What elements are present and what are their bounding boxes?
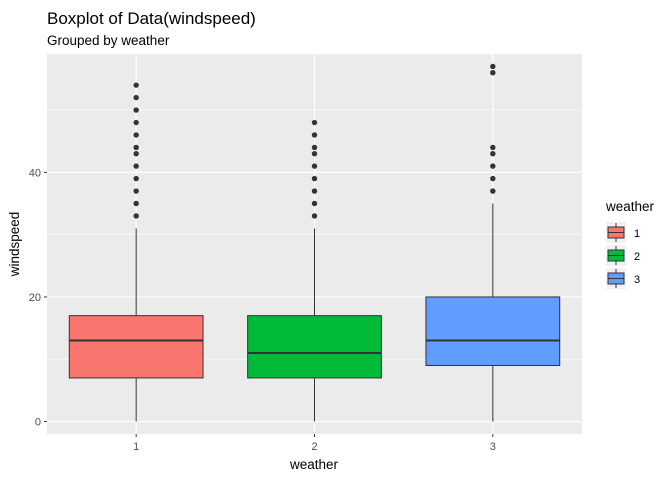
outlier-point — [133, 200, 139, 207]
y-tick-label: 40 — [29, 167, 41, 179]
y-tick-label: 20 — [29, 292, 41, 304]
outlier-point — [133, 175, 139, 182]
outlier-point — [311, 132, 318, 138]
outlier-point — [490, 150, 496, 157]
x-axis-ticks: 1 2 3 — [133, 434, 496, 453]
x-tick-label: 1 — [133, 441, 139, 453]
outlier-point — [133, 132, 139, 138]
outlier-point — [311, 213, 318, 219]
outlier-point — [133, 150, 139, 157]
legend: weather 1 2 3 — [605, 199, 655, 289]
y-axis-ticks: 0 20 40 — [29, 167, 47, 429]
outlier-point — [311, 163, 318, 169]
legend-label: 1 — [634, 228, 640, 240]
outlier-point — [311, 175, 318, 182]
outlier-point — [133, 94, 139, 101]
outlier-point — [311, 200, 318, 207]
box — [425, 296, 561, 366]
outlier-point — [133, 163, 139, 169]
x-tick-label: 3 — [490, 441, 496, 453]
outlier-point — [311, 144, 318, 151]
legend-title: weather — [605, 199, 655, 214]
outlier-point — [311, 119, 318, 126]
box-group-1 — [68, 82, 204, 422]
outlier-point — [490, 63, 496, 70]
legend-item-1: 1 — [606, 222, 640, 243]
x-tick-label: 2 — [311, 441, 317, 453]
chart-subtitle: Grouped by weather — [47, 33, 170, 48]
boxes-layer — [68, 63, 561, 422]
chart-title: Boxplot of Data(windspeed) — [47, 9, 256, 28]
outlier-point — [490, 144, 496, 151]
outlier-point — [133, 82, 139, 88]
outlier-point — [133, 144, 139, 151]
box-group-3 — [425, 63, 561, 422]
outlier-point — [490, 188, 496, 194]
outlier-point — [133, 188, 139, 194]
x-axis-title: weather — [289, 457, 339, 472]
outlier-point — [311, 150, 318, 157]
box-group-2 — [247, 119, 382, 422]
legend-label: 3 — [634, 274, 640, 286]
outlier-point — [490, 163, 496, 169]
box — [68, 315, 204, 379]
outlier-point — [133, 119, 139, 126]
y-axis-title: windspeed — [7, 212, 22, 278]
legend-item-3: 3 — [606, 268, 640, 289]
outlier-point — [133, 213, 139, 219]
outlier-point — [490, 175, 496, 182]
y-tick-label: 0 — [35, 417, 41, 429]
legend-item-2: 2 — [606, 245, 640, 266]
box — [247, 315, 382, 379]
outlier-point — [311, 188, 318, 194]
outlier-point — [133, 107, 139, 113]
outlier-point — [490, 69, 496, 76]
legend-label: 2 — [634, 251, 640, 263]
